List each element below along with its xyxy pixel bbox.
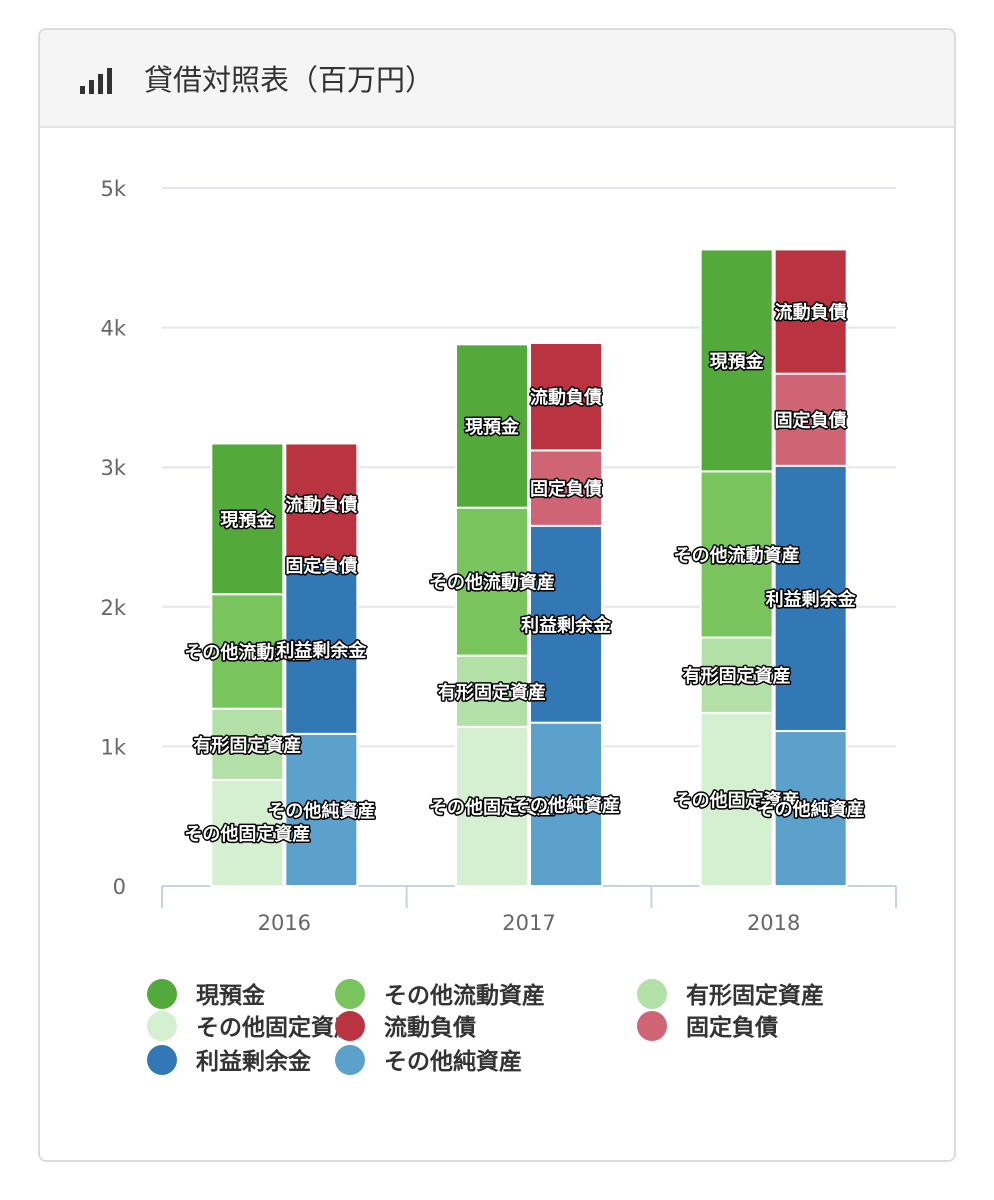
bar-segment (455, 343, 529, 509)
legend-marker (147, 1011, 177, 1041)
page-title: 貸借対照表（百万円） (144, 63, 435, 97)
segment-label: 流動負債 (530, 387, 602, 409)
legend-marker (335, 1045, 365, 1075)
bar-segment (699, 248, 774, 473)
legend-item[interactable]: 固定負債 (637, 1011, 778, 1041)
legend-label: 利益剰余金 (196, 1048, 312, 1075)
segment-label: その他流動資産 (674, 544, 800, 566)
legend-label: 現預金 (196, 982, 266, 1009)
bar-segment (699, 470, 774, 639)
bar-segment (210, 442, 285, 596)
bar-segment (773, 464, 848, 733)
legend-item[interactable]: 流動負債 (335, 1011, 476, 1041)
x-tick-label: 2016 (258, 911, 311, 935)
bar-segment (529, 721, 603, 888)
legend-item[interactable]: 現預金 (147, 979, 266, 1009)
segment-label: 固定負債 (775, 410, 847, 432)
y-tick-label: 3k (100, 456, 126, 480)
segment-label: 流動負債 (775, 302, 847, 324)
legend-item[interactable]: その他流動資産 (335, 979, 545, 1009)
x-tick-label: 2017 (502, 911, 555, 935)
legend-label: 有形固定資産 (686, 982, 824, 1009)
bar-segment (284, 563, 359, 735)
segment-label: その他流動資産 (429, 572, 555, 594)
legend-item[interactable]: その他固定資産 (147, 1011, 357, 1041)
legend-marker (335, 1011, 365, 1041)
segment-label: 固定負債 (285, 555, 357, 577)
x-tick-label: 2018 (747, 911, 800, 935)
legend-item[interactable]: 有形固定資産 (637, 979, 824, 1009)
bar-segment (529, 524, 603, 724)
bar-segment (773, 372, 848, 467)
panel-header: 貸借対照表（百万円） (40, 30, 954, 128)
bar-segment (773, 248, 848, 375)
bar-segment (210, 778, 285, 887)
legend-marker (637, 1011, 667, 1041)
legend-item[interactable]: その他純資産 (335, 1045, 522, 1075)
segment-label: その他固定資産 (429, 796, 555, 818)
segment-label: 有形固定資産 (438, 681, 546, 703)
y-tick-label: 5k (100, 177, 126, 201)
segment-label: 現預金 (465, 416, 520, 438)
bar-segment (210, 593, 285, 710)
bar-segment (284, 732, 359, 887)
segment-label: 流動負債 (285, 494, 357, 516)
y-tick-label: 0 (113, 875, 126, 899)
segment-label: その他純資産 (512, 794, 620, 816)
bar-segment (699, 636, 774, 714)
legend-label: その他固定資産 (196, 1014, 357, 1041)
y-tick-label: 2k (100, 596, 126, 620)
legend-marker (147, 979, 177, 1009)
bar-segment (699, 711, 774, 887)
legend-item[interactable]: 利益剰余金 (147, 1045, 312, 1075)
y-tick-label: 1k (100, 735, 126, 759)
y-tick-label: 4k (100, 317, 126, 341)
bar-segment (773, 730, 848, 887)
segment-label: その他純資産 (267, 800, 375, 822)
segment-label: その他純資産 (757, 799, 865, 821)
segment-label: その他流動資産 (184, 641, 310, 663)
legend-label: その他純資産 (384, 1048, 522, 1075)
bar-segment (529, 341, 603, 452)
bar-segment (455, 654, 529, 728)
segment-label: その他固定資産 (184, 823, 310, 845)
legend-label: その他流動資産 (384, 982, 545, 1009)
legend-label: 流動負債 (384, 1014, 476, 1041)
bar-segment (529, 449, 603, 527)
segment-label: 有形固定資産 (683, 665, 791, 687)
legend-label: 固定負債 (686, 1014, 778, 1041)
legend-marker (637, 979, 667, 1009)
segment-label: 固定負債 (530, 478, 602, 500)
segment-label: 現預金 (710, 350, 765, 372)
segment-label: 利益剰余金 (521, 614, 612, 636)
segment-label: その他固定資産 (674, 789, 800, 811)
segment-label: 利益剰余金 (766, 588, 857, 610)
legend-marker (147, 1045, 177, 1075)
segment-label: 利益剰余金 (276, 639, 367, 661)
segment-label: 現預金 (220, 509, 275, 531)
segment-label: 有形固定資産 (193, 734, 301, 756)
legend-marker (335, 979, 365, 1009)
bar-chart-icon (80, 68, 112, 94)
bar-segment (284, 442, 359, 566)
